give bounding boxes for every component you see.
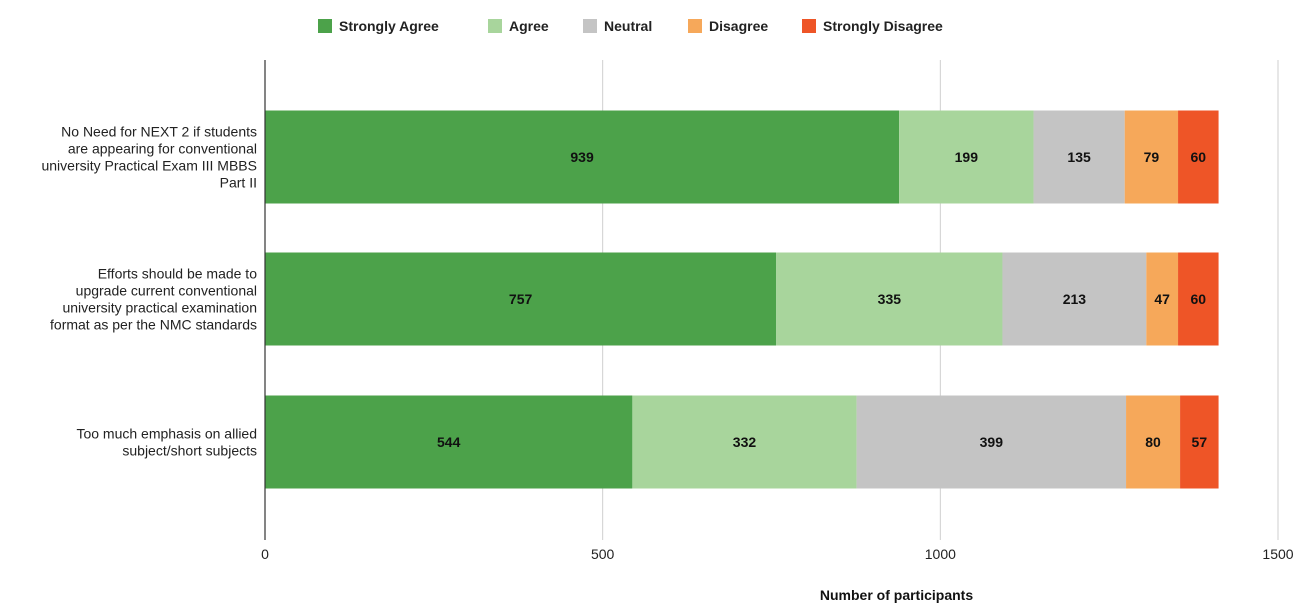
bar-segment <box>1180 395 1219 489</box>
data-label: 57 <box>1192 434 1208 450</box>
bar-segment <box>1178 252 1219 346</box>
x-axis-title: Number of participants <box>820 587 973 603</box>
bar-segment <box>856 395 1127 489</box>
category-label: No Need for NEXT 2 if students are appear… <box>41 124 257 191</box>
category-label: Too much emphasis on allied subject/short… <box>76 426 257 459</box>
category-label-line: upgrade current conventional <box>76 283 257 299</box>
legend-swatch <box>583 19 597 33</box>
bar-segment <box>265 110 900 204</box>
x-tick-label: 0 <box>261 546 269 562</box>
x-tick-label: 1500 <box>1262 546 1293 562</box>
category-label-line: Efforts should be made to <box>98 266 257 282</box>
bar-segment <box>1002 252 1147 346</box>
data-label: 60 <box>1191 291 1207 307</box>
bar-segment <box>265 395 633 489</box>
data-label: 213 <box>1063 291 1087 307</box>
bar-segment <box>1146 252 1179 346</box>
category-label-line: format as per the NMC standards <box>50 317 257 333</box>
data-label: 332 <box>733 434 757 450</box>
category-label-line: university practical examination <box>62 300 257 316</box>
legend-label: Strongly Agree <box>339 18 439 34</box>
legend-label: Neutral <box>604 18 652 34</box>
data-label: 80 <box>1145 434 1161 450</box>
data-label: 79 <box>1144 149 1160 165</box>
category-label-line: are appearing for conventional <box>68 141 257 157</box>
bar-segment <box>632 395 857 489</box>
x-tick-label: 500 <box>591 546 615 562</box>
legend-label: Agree <box>509 18 549 34</box>
category-label-line: Part II <box>220 175 257 191</box>
category-label-line: subject/short subjects <box>122 443 257 459</box>
x-tick-label: 1000 <box>925 546 956 562</box>
data-label: 939 <box>570 149 594 165</box>
legend-swatch <box>802 19 816 33</box>
bar-segment <box>265 252 777 346</box>
data-label: 757 <box>509 291 533 307</box>
category-label-line: Too much emphasis on allied <box>76 426 257 442</box>
data-label: 47 <box>1154 291 1170 307</box>
data-label: 399 <box>980 434 1004 450</box>
legend-swatch <box>318 19 332 33</box>
data-label: 335 <box>878 291 902 307</box>
bar-segment <box>1124 110 1179 204</box>
legend-label: Strongly Disagree <box>823 18 943 34</box>
category-label-line: No Need for NEXT 2 if students <box>61 124 257 140</box>
data-label: 60 <box>1191 149 1207 165</box>
bar-segment <box>1178 110 1219 204</box>
legend-swatch <box>488 19 502 33</box>
data-label: 544 <box>437 434 461 450</box>
bar-segment <box>776 252 1003 346</box>
bar-segment <box>899 110 1034 204</box>
category-label: Efforts should be made to upgrade current… <box>50 266 257 333</box>
legend-label: Disagree <box>709 18 768 34</box>
legend-swatch <box>688 19 702 33</box>
bar-segment <box>1126 395 1181 489</box>
bar-segment <box>1033 110 1125 204</box>
data-label: 199 <box>955 149 979 165</box>
category-label-line: university Practical Exam III MBBS <box>41 158 257 174</box>
data-label: 135 <box>1067 149 1091 165</box>
